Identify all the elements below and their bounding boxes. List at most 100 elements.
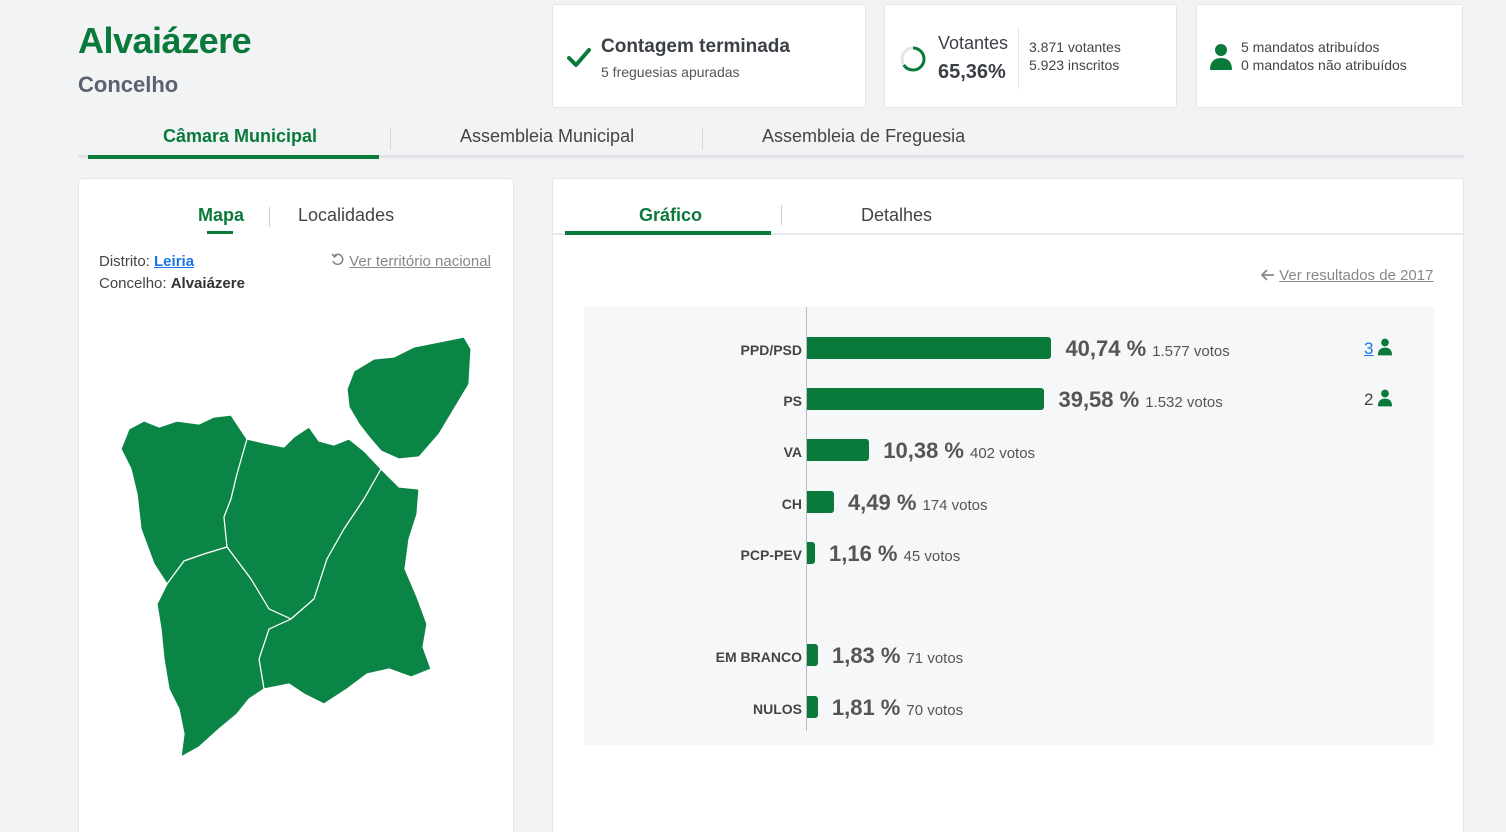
tab-divider bbox=[390, 128, 391, 150]
district-info: Distrito: Leiria bbox=[99, 253, 194, 270]
person-icon bbox=[1378, 338, 1393, 356]
bar-label: EM BRANCO bbox=[715, 649, 802, 665]
progress-ring-icon bbox=[900, 46, 926, 72]
seats-count: 2 bbox=[1364, 389, 1393, 410]
data-label-votes: 70 votos bbox=[906, 702, 964, 719]
active-tab-indicator bbox=[88, 155, 379, 159]
chart-row: PCP-PEV 1,16 % 45 votos bbox=[584, 541, 1434, 567]
data-label-percent: 10,38 % bbox=[883, 438, 964, 463]
bar-label: PS bbox=[783, 393, 802, 409]
chart-axis bbox=[806, 307, 807, 731]
arrow-left-icon bbox=[1260, 269, 1274, 281]
data-label-percent: 4,49 % bbox=[847, 490, 917, 515]
bar-label: NULOS bbox=[753, 701, 802, 717]
active-tab-indicator bbox=[565, 231, 771, 235]
bar-label: PPD/PSD bbox=[740, 342, 802, 358]
data-label-percent: 40,74 % bbox=[1065, 336, 1147, 361]
seats-card: 5 mandatos atribuídos 0 mandatos não atr… bbox=[1196, 4, 1463, 108]
data-label-votes: 174 votos bbox=[922, 497, 988, 514]
tab-divider bbox=[781, 205, 782, 225]
chart-row: NULOS 1,81 % 70 votos bbox=[584, 695, 1434, 721]
chart-row: EM BRANCO 1,83 % 71 votos bbox=[584, 643, 1434, 669]
county-label: Concelho: bbox=[99, 275, 167, 292]
national-territory-link[interactable]: Ver território nacional bbox=[331, 253, 491, 270]
active-tab-indicator bbox=[207, 231, 233, 234]
map-region-south-west[interactable] bbox=[156, 546, 292, 758]
county-map bbox=[120, 336, 472, 758]
bar-value: 1,81 % 70 votos bbox=[832, 695, 963, 721]
voters-card: Votantes 65,36% 3.871 votantes 5.923 ins… bbox=[884, 4, 1177, 108]
bar-value: 40,74 % 1.577 votos bbox=[1065, 336, 1229, 362]
national-link-text: Ver território nacional bbox=[349, 253, 491, 270]
bar bbox=[807, 696, 818, 718]
data-label-votes: 1.532 votos bbox=[1145, 394, 1223, 411]
tab-assembleia-freguesia[interactable]: Assembleia de Freguesia bbox=[762, 126, 966, 146]
seats-assigned: 5 mandatos atribuídos bbox=[1241, 39, 1380, 55]
district-label: Distrito: bbox=[99, 253, 150, 270]
tab-camara-municipal[interactable]: Câmara Municipal bbox=[163, 126, 318, 146]
undo-icon bbox=[331, 253, 344, 266]
tab-detalhes[interactable]: Detalhes bbox=[861, 205, 933, 225]
district-link[interactable]: Leiria bbox=[154, 253, 195, 270]
bar-value: 1,16 % 45 votos bbox=[829, 541, 960, 567]
results-tabs: Gráfico Detalhes bbox=[553, 179, 1463, 235]
person-icon bbox=[1378, 389, 1393, 407]
bar-label: CH bbox=[781, 496, 802, 512]
map-region-north-east[interactable] bbox=[346, 336, 472, 460]
check-icon bbox=[567, 48, 591, 67]
voters-percent: 65,36% bbox=[938, 61, 1006, 83]
count-status-sub: 5 freguesias apuradas bbox=[601, 64, 740, 80]
seats-count[interactable]: 3 bbox=[1364, 338, 1393, 359]
chart-row: CH 4,49 % 174 votos bbox=[584, 490, 1434, 516]
map-region-east[interactable] bbox=[258, 468, 432, 705]
results-panel: Gráfico Detalhes Ver resultados de 2017 … bbox=[552, 178, 1464, 832]
seats-number: 2 bbox=[1364, 390, 1374, 409]
bar-value: 1,83 % 71 votos bbox=[832, 643, 963, 669]
map-panel: Mapa Localidades Distrito: Leiria Concel… bbox=[78, 178, 514, 832]
page-title: Alvaiázere bbox=[78, 20, 252, 61]
county-info: Concelho: Alvaiázere bbox=[99, 275, 245, 292]
divider bbox=[1018, 27, 1019, 89]
data-label-votes: 1.577 votos bbox=[1152, 343, 1230, 360]
tab-mapa[interactable]: Mapa bbox=[198, 205, 245, 225]
chart-row: VA 10,38 % 402 votos bbox=[584, 438, 1434, 464]
bar-label: PCP-PEV bbox=[740, 547, 802, 563]
tab-grafico[interactable]: Gráfico bbox=[639, 205, 703, 225]
bar bbox=[807, 542, 815, 564]
main-tabs: Câmara Municipal Assembleia Municipal As… bbox=[78, 120, 1464, 159]
tab-localidades[interactable]: Localidades bbox=[298, 205, 395, 225]
previous-results-link[interactable]: Ver resultados de 2017 bbox=[1260, 267, 1434, 284]
data-label-percent: 1,16 % bbox=[829, 541, 898, 566]
seats-number[interactable]: 3 bbox=[1364, 339, 1374, 358]
data-label-votes: 71 votos bbox=[906, 650, 964, 667]
bar bbox=[807, 644, 818, 666]
tab-divider bbox=[702, 128, 703, 150]
bar bbox=[807, 491, 834, 513]
voters-count: 3.871 votantes bbox=[1029, 39, 1121, 55]
bar-value: 10,38 % 402 votos bbox=[883, 438, 1035, 464]
registered-count: 5.923 inscritos bbox=[1029, 57, 1120, 73]
seats-unassigned: 0 mandatos não atribuídos bbox=[1241, 57, 1407, 73]
bar bbox=[807, 388, 1045, 410]
bar bbox=[807, 337, 1052, 359]
previous-results-text: Ver resultados de 2017 bbox=[1279, 267, 1434, 284]
voters-label: Votantes bbox=[938, 33, 1009, 53]
count-status-card: Contagem terminada 5 freguesias apuradas bbox=[552, 4, 866, 108]
count-status-title: Contagem terminada bbox=[601, 36, 790, 57]
bar-label: VA bbox=[783, 444, 802, 460]
data-label-votes: 45 votos bbox=[903, 548, 961, 565]
data-label-percent: 1,81 % bbox=[831, 695, 901, 720]
data-label-votes: 402 votos bbox=[970, 445, 1036, 462]
data-label-percent: 39,58 % bbox=[1058, 387, 1140, 412]
data-label-percent: 1,83 % bbox=[831, 643, 901, 668]
county-name: Alvaiázere bbox=[170, 275, 245, 292]
bar-value: 4,49 % 174 votos bbox=[848, 490, 988, 516]
tab-divider bbox=[269, 207, 270, 227]
person-icon bbox=[1210, 44, 1232, 70]
chart-row: PPD/PSD 40,74 % 1.577 votos 3 bbox=[584, 336, 1434, 362]
tab-assembleia-municipal[interactable]: Assembleia Municipal bbox=[460, 126, 635, 146]
results-chart: PPD/PSD 40,74 % 1.577 votos 3 PS 39,58 % 1.532… bbox=[584, 307, 1434, 745]
bar bbox=[807, 439, 870, 461]
chart-row: PS 39,58 % 1.532 votos 2 bbox=[584, 387, 1434, 413]
bar-value: 39,58 % 1.532 votos bbox=[1058, 387, 1222, 413]
